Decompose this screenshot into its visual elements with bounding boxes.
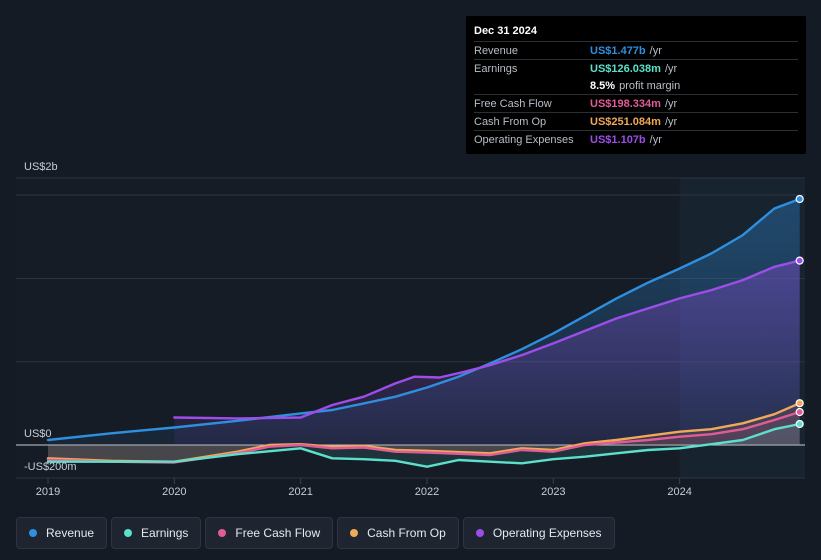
legend-label: Operating Expenses	[492, 526, 602, 540]
legend-item-cash-from-op[interactable]: Cash From Op	[337, 517, 459, 549]
cash-from-op-end-point	[795, 399, 804, 408]
legend-dot-icon	[350, 529, 359, 537]
legend-dot-icon	[29, 529, 37, 537]
free-cash-flow-line	[46, 410, 801, 464]
tooltip-row-operating-expenses: Operating Expenses US$1.107b /yr	[474, 130, 798, 148]
operating-expenses-area	[174, 260, 800, 445]
tooltip-row-profit-margin: 8.5% profit margin	[474, 77, 798, 94]
tooltip-unit: /yr	[664, 115, 678, 128]
y-axis-label-zero: US$0	[24, 428, 52, 440]
x-axis-ticks: 2019 2020 2021 2022 2023 2024	[36, 478, 692, 498]
tooltip-label: Operating Expenses	[474, 133, 574, 146]
tooltip-value: US$251.084m	[590, 115, 661, 128]
tooltip-label: Free Cash Flow	[474, 97, 552, 110]
legend-dot-icon	[124, 529, 133, 537]
x-tick-label: 2022	[415, 486, 439, 498]
area-fill-layer	[48, 199, 800, 467]
tooltip-label: Revenue	[474, 44, 519, 57]
chart-legend: Revenue Earnings Free Cash Flow Cash Fro…	[16, 517, 615, 549]
endpoint-dot-layer	[795, 194, 804, 429]
tooltip-value: US$1.107b	[590, 133, 646, 146]
tooltip-label: Cash From Op	[474, 115, 547, 128]
tooltip-value: US$1.477b	[590, 44, 646, 57]
legend-label: Revenue	[46, 526, 95, 540]
operating-expenses-line	[173, 259, 801, 420]
tooltip-label: Earnings	[474, 62, 518, 75]
series-line-layer	[46, 197, 801, 468]
legend-item-earnings[interactable]: Earnings	[111, 517, 202, 549]
free-cash-flow-end-point	[795, 407, 804, 417]
tooltip-row-earnings: Earnings US$126.038m /yr	[474, 59, 798, 77]
y-axis-label-top: US$2b	[24, 161, 58, 173]
legend-dot-icon	[218, 529, 227, 537]
tooltip-row-free-cash-flow: Free Cash Flow US$198.334m /yr	[474, 94, 798, 112]
x-tick-label: 2021	[288, 486, 312, 498]
free-cash-flow-area	[48, 412, 800, 463]
tooltip-value: US$126.038m	[590, 62, 661, 75]
x-tick-label: 2024	[667, 486, 691, 498]
operating-expenses-end-point	[795, 256, 804, 265]
legend-item-free-cash-flow[interactable]: Free Cash Flow	[205, 517, 334, 549]
legend-label: Cash From Op	[367, 526, 446, 540]
tooltip-unit: /yr	[649, 44, 662, 57]
tooltip-row-cash-from-op: Cash From Op US$251.084m /yr	[474, 112, 798, 130]
revenue-end-point	[795, 194, 804, 204]
x-tick-label: 2020	[162, 486, 186, 498]
legend-item-operating-expenses[interactable]: Operating Expenses	[462, 517, 615, 549]
tooltip-panel: Dec 31 2024 Revenue US$1.477b /yr Earnin…	[466, 16, 806, 154]
cash-from-op-line	[46, 402, 801, 463]
tooltip-row-revenue: Revenue US$1.477b /yr	[474, 41, 798, 59]
earnings-end-point	[795, 419, 804, 429]
cash-from-op-area	[48, 403, 800, 462]
legend-label: Earnings	[141, 526, 189, 540]
legend-item-revenue[interactable]: Revenue	[16, 517, 108, 549]
legend-dot-icon	[475, 529, 484, 537]
legend-label: Free Cash Flow	[235, 526, 321, 540]
tooltip-unit: /yr	[664, 97, 678, 110]
y-axis-label-negative: -US$200m	[24, 461, 77, 473]
tooltip-date: Dec 31 2024	[474, 25, 537, 37]
earnings-area	[48, 424, 800, 467]
tooltip-unit: /yr	[649, 133, 662, 146]
tooltip-value: 8.5%	[590, 79, 616, 92]
tooltip-value: US$198.334m	[590, 97, 661, 110]
earnings-line	[46, 422, 801, 468]
tooltip-unit: /yr	[664, 62, 678, 75]
x-tick-label: 2019	[36, 486, 60, 498]
x-tick-label: 2023	[541, 486, 565, 498]
tooltip-unit: profit margin	[619, 79, 681, 92]
